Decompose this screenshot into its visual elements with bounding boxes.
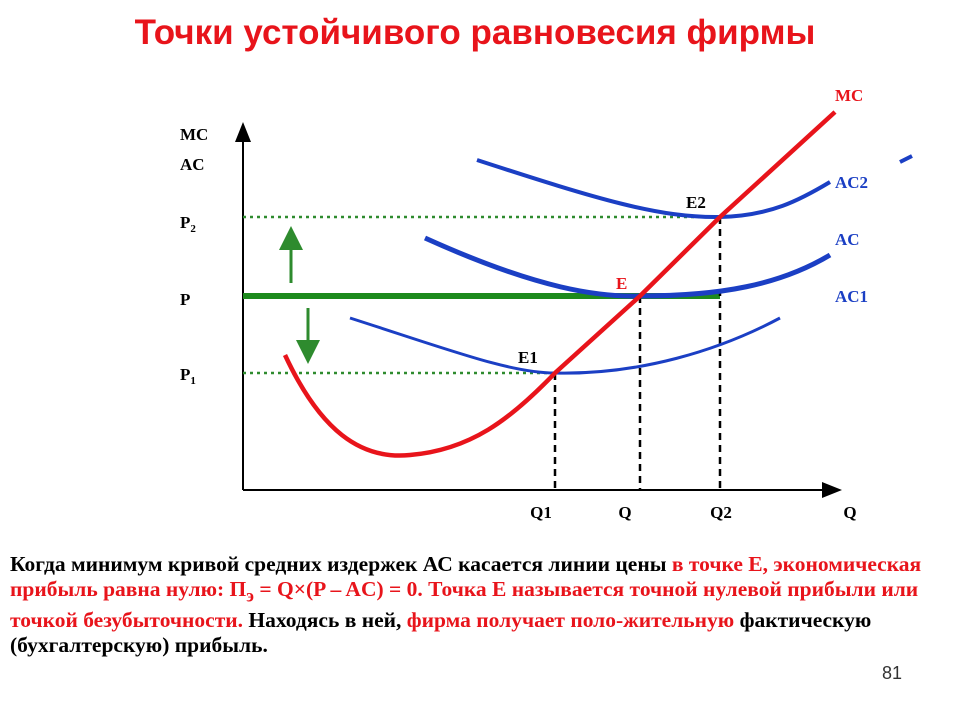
text-run: Когда минимум кривой средних издержек АС… bbox=[10, 552, 672, 576]
point-label: E2 bbox=[686, 193, 706, 212]
curve-label: AC bbox=[835, 230, 860, 249]
text-run: фактическую (бухгалтерскую) прибыль. bbox=[10, 608, 872, 658]
quantity-label: Q1 bbox=[530, 503, 552, 522]
guides bbox=[243, 215, 722, 490]
point-label: E1 bbox=[518, 348, 538, 367]
title: Точки устойчивого равновесия фирмы bbox=[135, 13, 816, 52]
axes bbox=[235, 122, 842, 498]
curve-label: AC2 bbox=[835, 173, 868, 192]
text-run: э bbox=[246, 585, 255, 606]
quantity-label: Q2 bbox=[710, 503, 732, 522]
text-run: = Q×(P – AC) = 0. Точка Е называется точ… bbox=[10, 577, 919, 633]
x-label: Q bbox=[843, 503, 856, 522]
text-run: в точке Е, экономическая прибыль равна н… bbox=[10, 552, 922, 601]
curves bbox=[282, 110, 913, 458]
text-run: фирма получает поло-жительную bbox=[406, 608, 735, 633]
y-label: MC bbox=[180, 125, 208, 144]
price-label: P1 bbox=[180, 365, 196, 387]
curve-label: AC1 bbox=[835, 287, 868, 306]
price-label: P2 bbox=[180, 213, 196, 235]
page-number: 81 bbox=[882, 663, 903, 683]
labels: MC AC P2 P P1 Q1 Q Q2 Q E2 E E1 MC AC2 A… bbox=[180, 86, 868, 522]
paragraph: Когда минимум кривой средних издержек АС… bbox=[10, 552, 932, 658]
quantity-label: Q bbox=[618, 503, 631, 522]
price-label: P bbox=[180, 290, 190, 309]
y-label: AC bbox=[180, 155, 205, 174]
curve-label: MC bbox=[835, 86, 863, 105]
point-label: E bbox=[616, 274, 627, 293]
text-run: Находясь в ней, bbox=[243, 608, 407, 633]
